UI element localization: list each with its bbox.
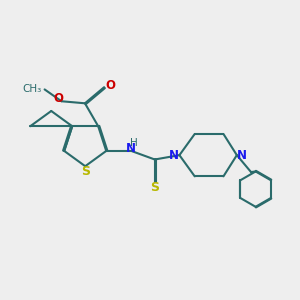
Text: S: S	[81, 165, 90, 178]
Text: S: S	[150, 181, 159, 194]
Text: N: N	[169, 148, 179, 162]
Text: O: O	[106, 79, 116, 92]
Text: N: N	[237, 148, 247, 162]
Text: CH₃: CH₃	[22, 84, 42, 94]
Text: H: H	[130, 138, 137, 148]
Text: O: O	[53, 92, 63, 105]
Text: N: N	[126, 142, 136, 155]
